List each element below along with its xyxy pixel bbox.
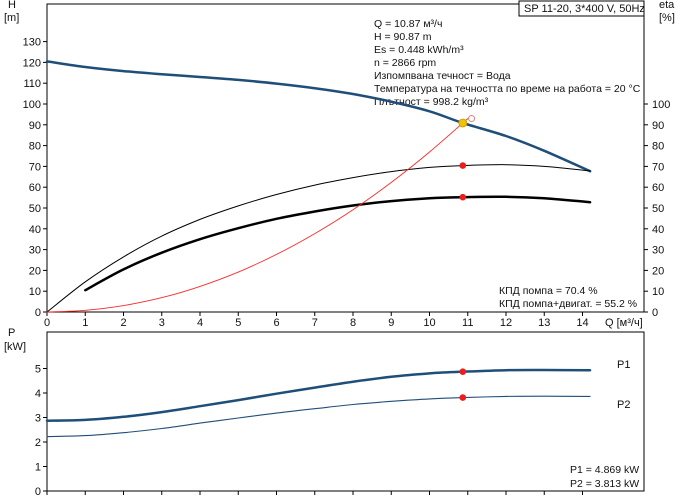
- eta-tick-label: 90: [652, 120, 664, 132]
- p2-value-note: P2 = 3.813 kW: [570, 478, 639, 490]
- p-axis-unit: [kW]: [4, 341, 26, 353]
- x-tick-label: 2: [120, 317, 126, 329]
- x-tick-label: 3: [159, 317, 165, 329]
- h-tick-label: 10: [29, 286, 41, 298]
- series-line-p2: [46, 395, 591, 438]
- eta-tick-label: 20: [652, 265, 664, 277]
- x-tick-label: 13: [538, 317, 550, 329]
- chart-marks: 0 1 2 3 4 5 6 7 8 9 10 11 12 13 1401020304050607080901…: [23, 37, 671, 498]
- h-tick-label: 120: [23, 57, 41, 69]
- p1-value-note: P1 = 4.869 kW: [570, 464, 639, 476]
- eta-tick-label: 80: [652, 141, 664, 153]
- info-line: Es = 0.448 kWh/m³: [374, 44, 464, 56]
- h-axis-unit: [m]: [4, 12, 19, 24]
- series-line-H: [45, 60, 592, 173]
- x-tick-label: 10: [423, 317, 435, 329]
- x-tick-label: 8: [350, 317, 356, 329]
- eta-tick-label: 0: [652, 307, 658, 319]
- h-tick-label: 90: [29, 120, 41, 132]
- x-tick-label: 9: [388, 317, 394, 329]
- series-line-system_curve: [46, 118, 469, 313]
- x-axis-label: Q [м³/ч]: [605, 317, 643, 329]
- efficiency-note-pump: КПД помпа = 70.4 %: [499, 285, 598, 297]
- p-tick-label: 5: [35, 364, 41, 376]
- x-tick-label: 0: [44, 317, 50, 329]
- title-box: [518, 0, 645, 17]
- eta-tick-label: 10: [652, 286, 664, 298]
- eta-tick-label: 60: [652, 182, 664, 194]
- p-tick-label: 0: [35, 486, 41, 498]
- h-tick-label: 0: [35, 307, 41, 319]
- p-tick-label: 2: [35, 437, 41, 449]
- h-tick-label: 70: [29, 161, 41, 173]
- x-tick-label: 6: [273, 317, 279, 329]
- h-tick-label: 130: [23, 37, 41, 49]
- info-line: H = 90.87 m: [374, 31, 432, 43]
- bottom-plot-frame: [46, 331, 645, 492]
- p-tick-label: 4: [35, 388, 41, 400]
- p2-series-label: P2: [617, 399, 630, 411]
- open-point-marker: [468, 115, 476, 123]
- series-line-eta_pump: [46, 164, 591, 313]
- p-tick-label: 3: [35, 413, 41, 425]
- h-axis-label: H: [8, 0, 16, 11]
- top-plot-frame: [46, 3, 645, 313]
- x-tick-label: 5: [235, 317, 241, 329]
- eta-tick-label: 100: [652, 99, 670, 111]
- p-tick-label: 1: [35, 462, 41, 474]
- h-tick-label: 40: [29, 224, 41, 236]
- operating-info: Q = 10.87 м³/ч H = 90.87 m Es = 0.448 kW…: [374, 18, 641, 108]
- h-tick-label: 60: [29, 182, 41, 194]
- series-line-eta_total: [84, 195, 592, 292]
- operating-point-marker: [459, 162, 467, 169]
- h-tick-label: 100: [23, 99, 41, 111]
- x-tick-label: 7: [312, 317, 318, 329]
- operating-point-marker: [458, 118, 468, 128]
- info-line: Изпомпвана течност = Вода: [374, 70, 511, 82]
- eta-tick-label: 70: [652, 161, 664, 173]
- operating-point-marker: [459, 193, 467, 201]
- eta-tick-label: 50: [652, 203, 664, 215]
- x-tick-label: 11: [462, 317, 473, 329]
- p1-series-label: P1: [617, 359, 630, 371]
- eta-axis-label: eta: [659, 0, 675, 11]
- h-tick-label: 50: [29, 203, 41, 215]
- x-tick-label: 12: [500, 317, 512, 329]
- efficiency-note-total: КПД помпа+двигат. = 55.2 %: [499, 298, 637, 310]
- h-tick-label: 80: [29, 141, 41, 153]
- series-line-p1: [45, 368, 592, 422]
- info-line: n = 2866 rpm: [374, 57, 436, 69]
- chart-title: SP 11-20, 3*400 V, 50Hz: [524, 3, 645, 15]
- h-tick-label: 110: [23, 78, 41, 90]
- eta-axis-unit: [%]: [659, 12, 675, 24]
- power-point-marker: [459, 394, 467, 401]
- info-line: Температура на течността по време на раб…: [374, 83, 641, 95]
- x-tick-label: 1: [82, 317, 88, 329]
- x-tick-label: 14: [576, 317, 588, 329]
- power-point-marker: [459, 368, 467, 376]
- info-line: Q = 10.87 м³/ч: [374, 18, 442, 30]
- h-tick-label: 20: [29, 265, 41, 277]
- h-tick-label: 30: [29, 245, 41, 257]
- x-tick-label: 4: [197, 317, 203, 329]
- eta-tick-label: 30: [652, 245, 664, 257]
- eta-tick-label: 40: [652, 224, 664, 236]
- p-axis-label: P: [8, 327, 15, 339]
